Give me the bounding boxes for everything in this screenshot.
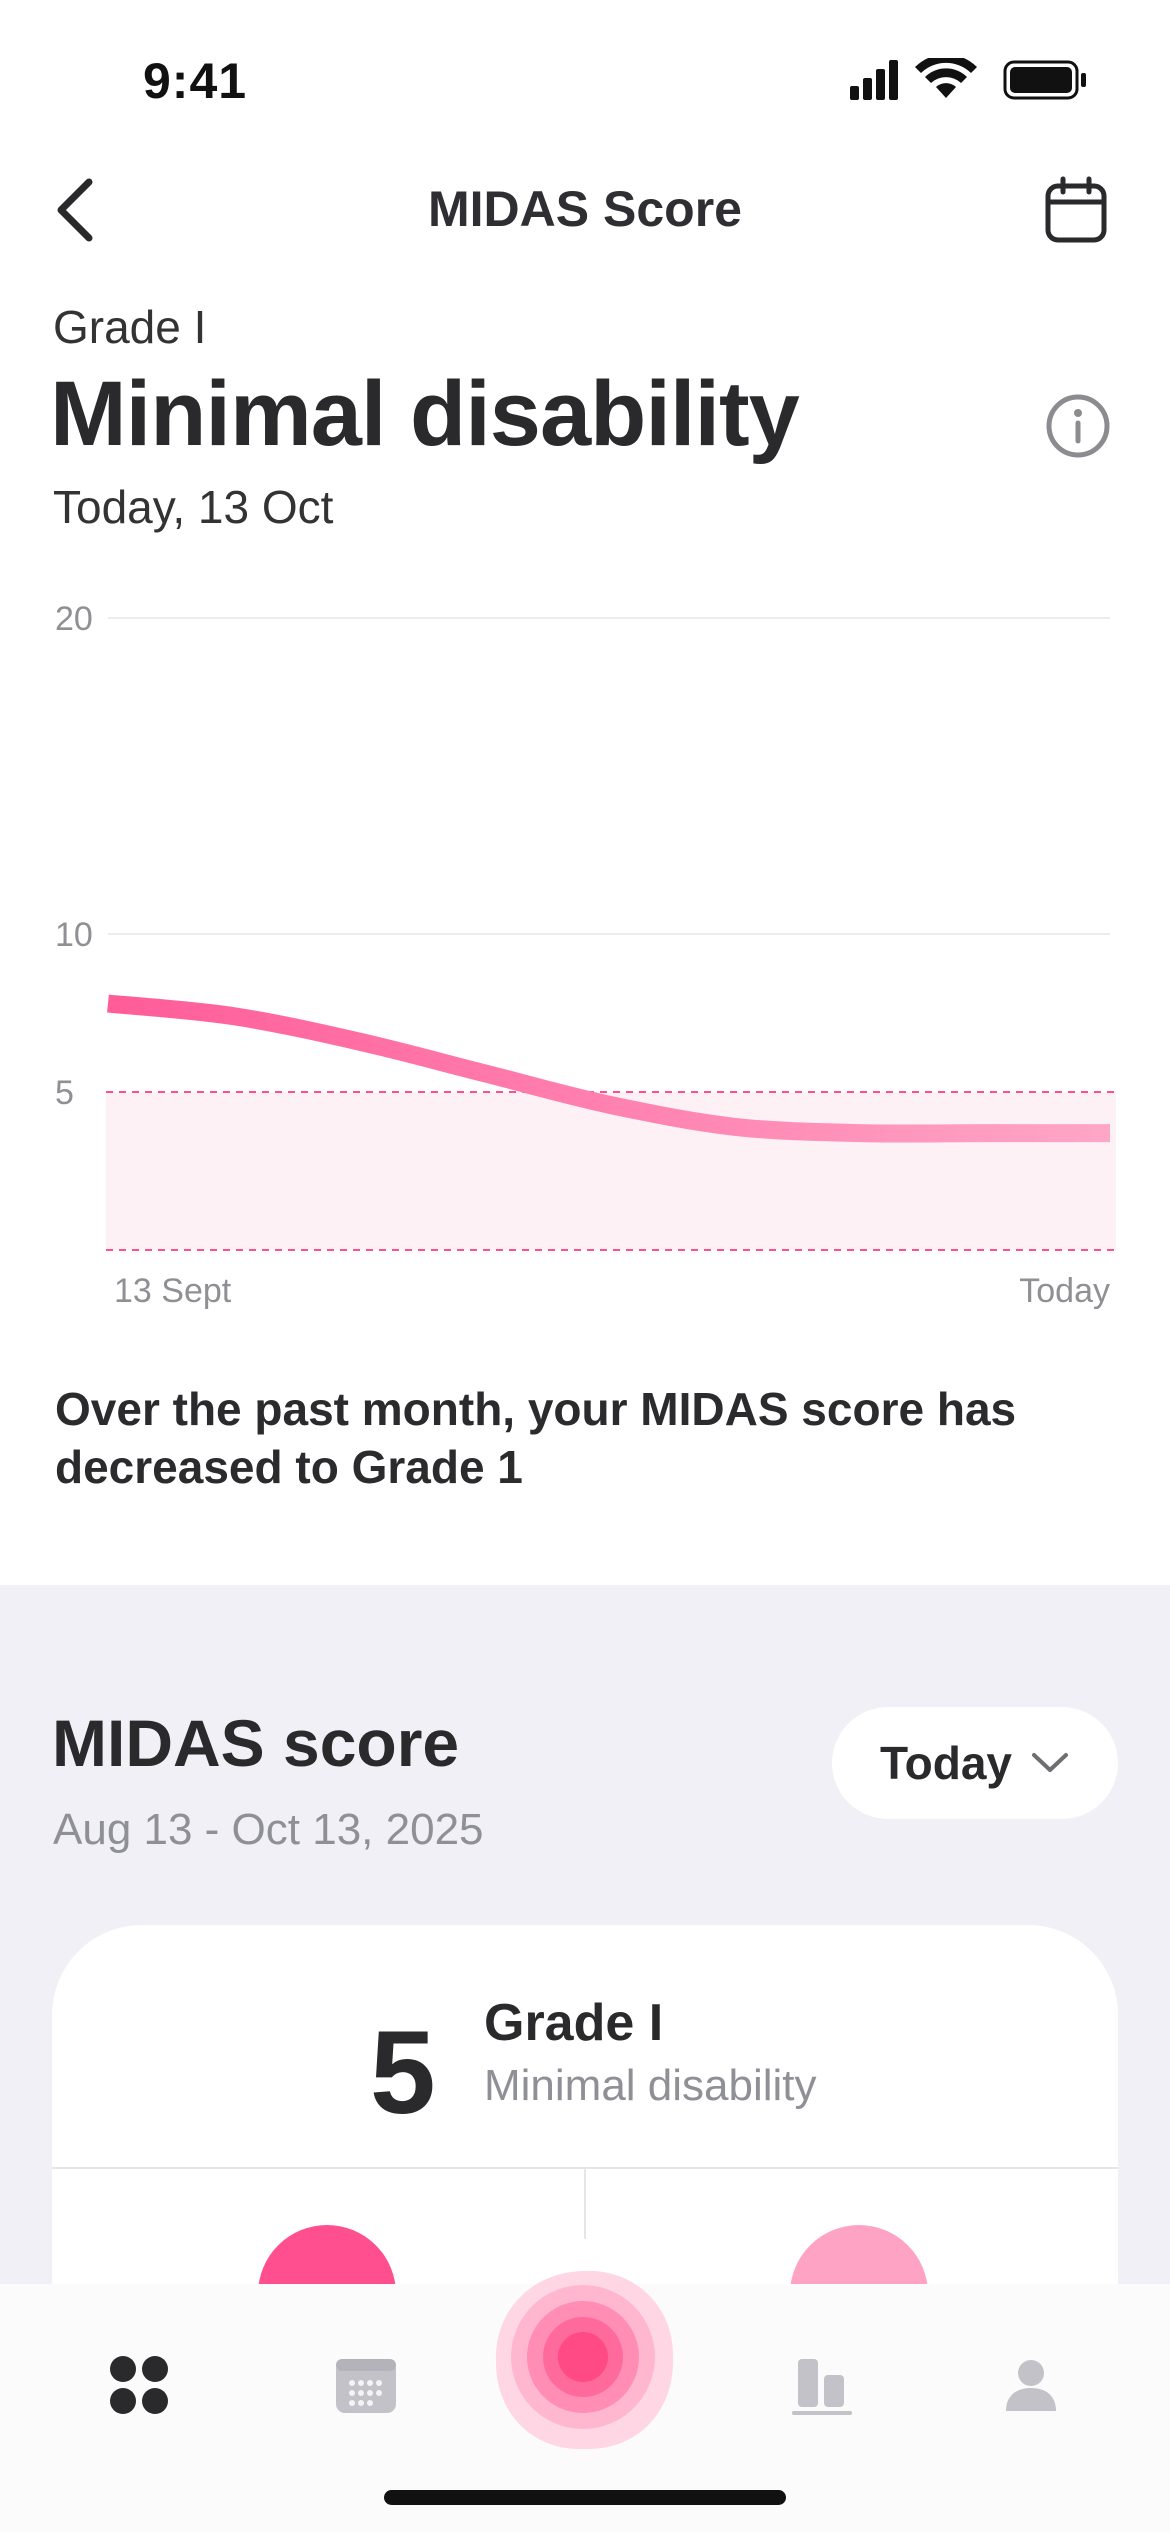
divider [584, 2169, 586, 2239]
info-button[interactable] [1042, 390, 1114, 462]
calendar-icon [1045, 176, 1107, 243]
period-dropdown[interactable]: Today [832, 1707, 1118, 1819]
bar-chart-icon [792, 2359, 852, 2415]
tab-record[interactable] [490, 2265, 680, 2455]
chevron-down-icon [1032, 1753, 1069, 1772]
tab-home[interactable] [84, 2330, 194, 2440]
normal-range-band [106, 1092, 1116, 1250]
x-tick-label: 13 Sept [114, 1272, 232, 1310]
person-icon [1006, 2360, 1056, 2411]
back-button[interactable] [40, 170, 110, 250]
score-value: 5 [370, 2007, 436, 2139]
midas-series-line [107, 994, 1110, 1143]
grade-label: Grade I [53, 301, 207, 353]
calendar-button[interactable] [1036, 170, 1116, 250]
midas-line-chart: 20 10 5 13 Sept Today [55, 600, 1116, 1310]
status-icons [850, 58, 1086, 100]
chevron-left-icon [57, 178, 93, 242]
tab-stats[interactable] [767, 2330, 877, 2440]
home-indicator [384, 2490, 786, 2505]
info-icon [1046, 394, 1110, 458]
divider [52, 2167, 1118, 2169]
tab-calendar[interactable] [311, 2330, 421, 2440]
score-description: Minimal disability [484, 2061, 817, 2110]
trend-summary: Over the past month, your MIDAS score ha… [55, 1383, 1017, 1493]
y-tick-label: 20 [55, 600, 93, 638]
dots-grid-icon [110, 2356, 168, 2414]
score-grade: Grade I [484, 1994, 664, 2052]
section-title: MIDAS score [52, 1706, 460, 1780]
period-label: Today [879, 1737, 1013, 1789]
tab-profile[interactable] [976, 2330, 1086, 2440]
x-tick-label: Today [1019, 1272, 1110, 1310]
calendar-grid-icon [336, 2359, 396, 2413]
y-tick-label: 5 [55, 1074, 74, 1112]
status-time: 9:41 [143, 53, 248, 109]
date-label: Today, 13 Oct [53, 481, 334, 533]
y-tick-label: 10 [55, 916, 93, 954]
battery-icon [1003, 60, 1086, 100]
page-title: MIDAS Score [428, 181, 742, 237]
signal-icon [850, 60, 898, 100]
pulse-record-icon [495, 2270, 674, 2450]
date-range: Aug 13 - Oct 13, 2025 [53, 1805, 484, 1854]
wifi-icon [915, 58, 977, 98]
disability-headline: Minimal disability [50, 363, 800, 465]
